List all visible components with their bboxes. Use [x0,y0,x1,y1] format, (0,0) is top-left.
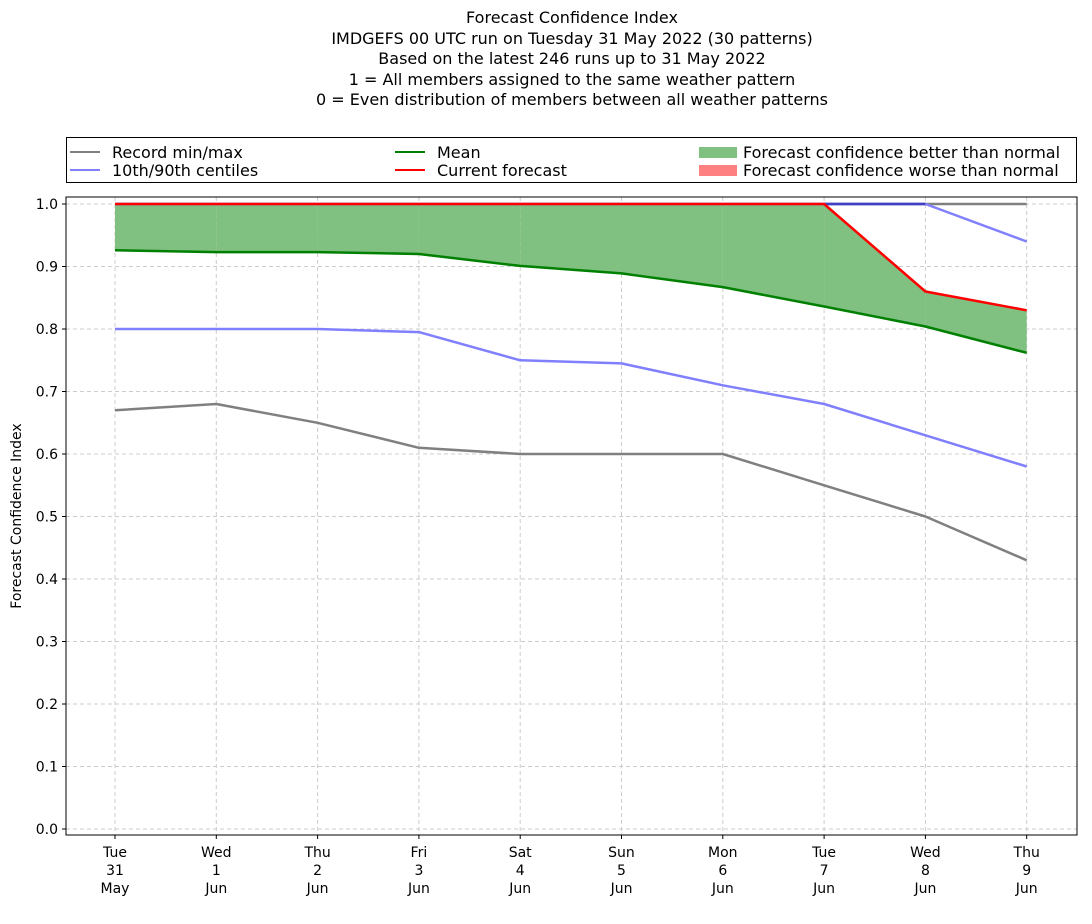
y-axis-label: Forecast Confidence Index [9,423,25,608]
x-tick-label: Jun [711,881,734,897]
y-tick-label: 1.0 [36,197,58,213]
y-tick-label: 0.2 [36,697,58,713]
y-tick-label: 0.5 [36,510,58,526]
legend-item-current: Current forecast [395,160,567,180]
chart-title: Forecast Confidence Index [466,8,678,27]
chart-subtitle-run: IMDGEFS 00 UTC run on Tuesday 31 May 202… [331,28,813,48]
legend-swatch-centiles [70,169,100,171]
y-tick-label: 0.8 [36,322,58,338]
legend-swatch-worse [699,164,737,176]
fill-better-than-normal [216,204,318,253]
legend-item-worse: Forecast confidence worse than normal [699,160,1059,180]
x-tick-label: Mon [708,845,738,861]
x-tick-label: Wed [910,845,941,861]
chart-subtitle-scale-high: 1 = All members assigned to the same wea… [348,69,796,89]
tick-layer: 0.00.10.20.30.40.50.60.70.80.91.0Tue31Ma… [36,197,1040,897]
x-tick-label: Sat [509,845,532,861]
fill-better-than-normal [418,204,521,266]
legend-swatch-record [70,151,100,153]
y-tick-label: 0.0 [36,822,58,838]
series-line-mean [114,249,1028,355]
x-tick-label: 31 [106,863,124,879]
x-tick-label: 5 [617,863,626,879]
x-tick-label: May [101,881,130,897]
series-line-current-forecast [115,202,1027,312]
chart-subtitle-basis: Based on the latest 246 runs up to 31 Ma… [378,49,766,68]
legend-label-centiles: 10th/90th centiles [112,160,259,180]
legend-item-centiles: 10th/90th centiles [70,160,259,180]
chart-subtitle-scale-low: 0 = Even distribution of members between… [315,90,829,109]
legend-item-record: Record min/max [70,142,243,162]
x-tick-label: Tue [811,845,836,861]
legend-label-worse: Forecast confidence worse than normal [743,160,1059,180]
x-tick-label: 1 [212,863,221,879]
legend-label-current: Current forecast [437,160,567,180]
legend-label-record: Record min/max [112,142,243,162]
y-tick-label: 0.4 [36,572,58,588]
y-tick-label: 0.9 [36,260,58,276]
legend-label-better: Forecast confidence better than normal [743,142,1061,162]
legend-swatch-current [395,169,425,171]
fill-better-than-normal [621,204,723,288]
legend-swatch-better [699,146,737,158]
y-tick-label: 0.3 [36,635,58,651]
x-tick-label: Fri [411,845,428,861]
x-tick-label: Thu [1013,845,1040,861]
grid-layer [66,197,1077,835]
x-tick-label: 3 [414,863,423,879]
x-tick-label: 8 [921,863,930,879]
x-tick-label: 9 [1022,863,1031,879]
line-layer [114,202,1028,562]
x-tick-label: Jun [610,881,633,897]
fill-layer [115,204,1027,353]
series-line-10th-centile [115,327,1028,468]
fill-better-than-normal [722,204,825,307]
series-line-record-min [114,402,1028,562]
x-tick-label: Jun [812,881,835,897]
x-tick-label: 7 [820,863,829,879]
legend-label-mean: Mean [437,142,481,162]
y-tick-label: 0.1 [36,760,58,776]
fill-better-than-normal [317,204,419,254]
x-tick-label: Tue [102,845,127,861]
fill-better-than-normal [520,204,622,274]
legend-item-better: Forecast confidence better than normal [699,142,1061,162]
fill-better-than-normal [115,204,217,253]
fill-better-than-normal [824,204,926,327]
x-tick-label: 6 [718,863,727,879]
x-tick-label: Jun [508,881,531,897]
x-tick-label: 2 [313,863,322,879]
x-tick-label: Jun [204,881,227,897]
legend: Record min/max 10th/90th centiles Mean C… [66,137,1077,183]
legend-swatch-mean [395,151,425,153]
x-tick-label: Wed [201,845,232,861]
x-tick-label: 4 [516,863,525,879]
chart-title-block: Forecast Confidence Index IMDGEFS 00 UTC… [0,8,1092,111]
x-tick-label: Jun [407,881,430,897]
y-tick-label: 0.7 [36,385,58,401]
x-tick-label: Jun [306,881,329,897]
x-tick-label: Jun [913,881,936,897]
x-tick-label: Jun [1015,881,1038,897]
legend-item-mean: Mean [395,142,481,162]
x-tick-label: Sun [608,845,635,861]
y-tick-label: 0.6 [36,447,58,463]
x-tick-label: Thu [303,845,330,861]
